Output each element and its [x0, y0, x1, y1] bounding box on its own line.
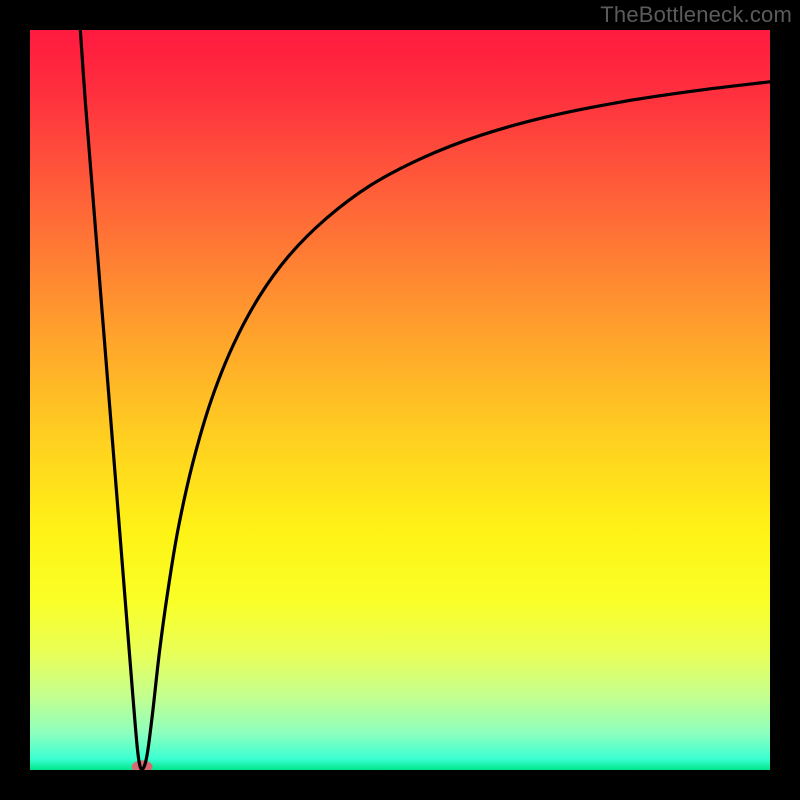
gradient-background: [30, 30, 770, 770]
bottleneck-chart-svg: [30, 30, 770, 770]
plot-area: [30, 30, 770, 770]
watermark-text: TheBottleneck.com: [600, 2, 792, 28]
chart-container: TheBottleneck.com: [0, 0, 800, 800]
